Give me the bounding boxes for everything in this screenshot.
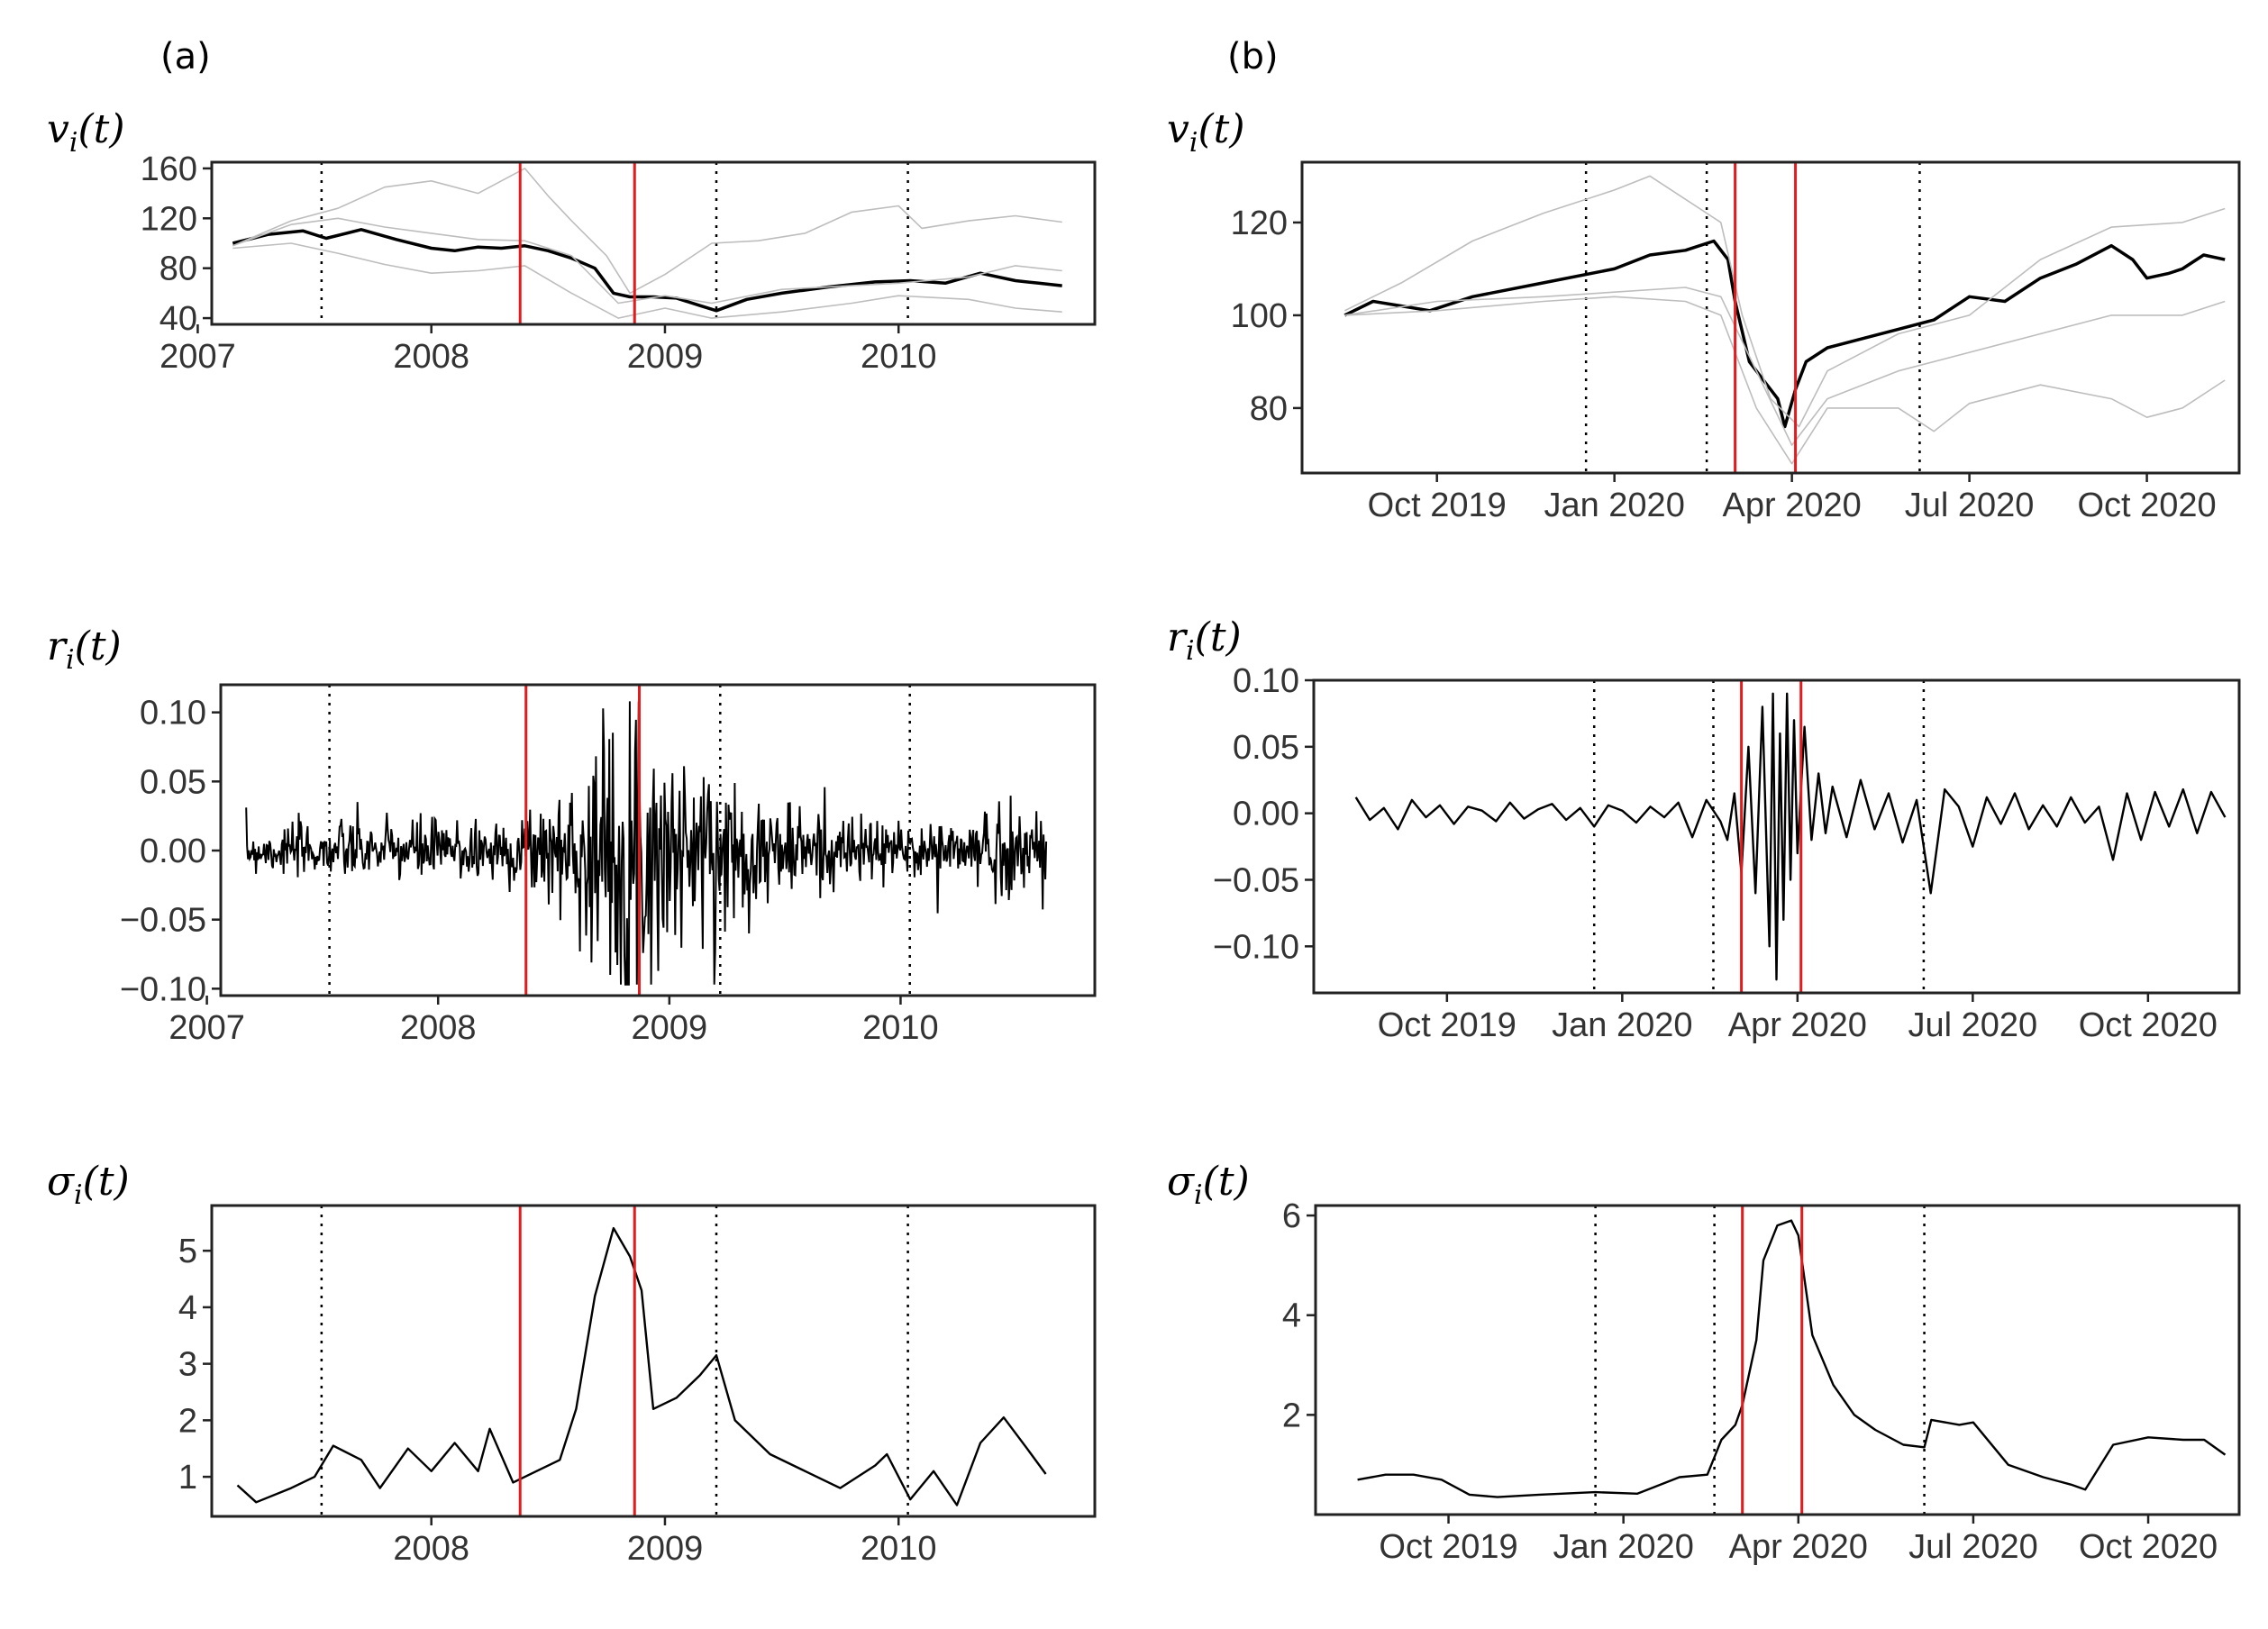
y-tick-label-1: 80: [159, 250, 197, 288]
x-tick-label-2: 2009: [627, 338, 704, 376]
chart-b-r: −0.10 −0.05 0.00 0.05 0.10 Oct 2019 Jan 2020 Ap…: [1213, 662, 2241, 1044]
x-tick-label-0: 2007: [169, 1009, 245, 1047]
ylabel-a-v: vi(t): [47, 106, 125, 159]
y-tick-label-3: 4: [178, 1289, 197, 1327]
x-tick-label-1: Jan 2020: [1544, 487, 1684, 524]
x-tick-label-4: Oct 2020: [2079, 1528, 2218, 1566]
chart-a-r: −0.10 −0.05 0.00 0.05 0.10 2007 2008 2009 2010: [120, 683, 1097, 1047]
ylabel-a-r: ri(t): [47, 623, 122, 676]
series-focal: [1343, 239, 2226, 429]
y-tick-label-2: 120: [141, 200, 197, 238]
x-tick-label-4: Oct 2020: [2077, 487, 2216, 524]
x-tick-label-2: Apr 2020: [1729, 1528, 1868, 1566]
x-tick-label-1: 2008: [400, 1009, 477, 1047]
series-focal: [236, 1226, 1047, 1506]
x-tick-label-2: Apr 2020: [1723, 487, 1862, 524]
ylabel-a-s: σi(t): [47, 1159, 130, 1211]
chart-a-v: 40 80 120 160 2007 2008 2009 2010: [141, 150, 1097, 376]
plot-frame: [1314, 1204, 2241, 1516]
x-tick-label-3: 2010: [862, 1009, 939, 1047]
series-focal: [1354, 692, 2227, 981]
chart-b-s: 2 4 6 Oct 2019 Jan 2020 Apr 2020 Jul 2020 Oct 2…: [1282, 1197, 2241, 1566]
x-tick-label-0: 2007: [159, 338, 236, 376]
chart-a-s: 1 2 3 4 5 2008 2009 2010: [178, 1204, 1097, 1568]
series-peer-high: [232, 168, 1062, 295]
plot-frame: [1312, 678, 2241, 995]
y-tick-label-2: 3: [178, 1346, 197, 1384]
x-tick-label-2: 2009: [632, 1009, 708, 1047]
y-tick-label-1: −0.05: [120, 902, 206, 940]
x-tick-label-4: Oct 2020: [2079, 1006, 2218, 1044]
y-tick-label-3: 0.05: [1233, 729, 1299, 767]
ylabel-b-s: σi(t): [1167, 1159, 1250, 1211]
y-tick-label-2: 6: [1282, 1197, 1301, 1235]
x-tick-label-3: 2010: [861, 338, 937, 376]
ylabel-b-r: ri(t): [1167, 614, 1242, 667]
x-tick-label-0: Oct 2019: [1368, 487, 1507, 524]
plot-frame: [219, 683, 1097, 997]
y-tick-label-1: −0.05: [1213, 861, 1299, 899]
series-focal: [1357, 1219, 2227, 1498]
series-peer-low: [232, 242, 1062, 319]
y-tick-label-0: 1: [178, 1459, 197, 1497]
x-tick-label-1: Jan 2020: [1553, 1528, 1693, 1566]
y-tick-label-1: 4: [1282, 1297, 1301, 1335]
y-tick-label-2: 0.00: [140, 833, 206, 870]
y-tick-label-0: −0.10: [120, 970, 206, 1008]
y-tick-label-3: 0.05: [140, 763, 206, 801]
series-peer-high: [1343, 175, 2226, 428]
series-peer-low: [1344, 296, 2226, 465]
x-tick-label-0: Oct 2019: [1379, 1528, 1517, 1566]
x-tick-label-0: 2008: [393, 1530, 469, 1568]
x-tick-label-3: Jul 2020: [1908, 1528, 2038, 1566]
x-tick-label-2: Apr 2020: [1728, 1006, 1867, 1044]
y-tick-label-2: 0.00: [1233, 796, 1299, 833]
y-tick-label-2: 120: [1231, 205, 1288, 242]
y-tick-label-4: 5: [178, 1233, 197, 1270]
x-tick-label-3: Jul 2020: [1908, 1006, 2038, 1044]
x-tick-label-1: Jan 2020: [1552, 1006, 1692, 1044]
series-peer-mid: [1344, 287, 2226, 446]
series-focal: [245, 701, 1048, 986]
y-tick-label-3: 160: [141, 150, 197, 188]
ylabel-b-v: vi(t): [1167, 106, 1245, 159]
y-tick-label-0: 2: [1282, 1397, 1301, 1434]
panel-a-label: (a): [160, 36, 211, 77]
panel-b-label: (b): [1227, 36, 1279, 77]
y-tick-label-1: 2: [178, 1402, 197, 1440]
y-tick-label-0: 80: [1250, 390, 1288, 428]
x-tick-label-2: 2010: [861, 1530, 937, 1568]
chart-b-v: 80 100 120 Oct 2019 Jan 2020 Apr 2020 Jul 2020…: [1231, 160, 2241, 524]
x-tick-label-0: Oct 2019: [1378, 1006, 1517, 1044]
y-tick-label-0: −0.10: [1213, 928, 1299, 966]
y-tick-label-4: 0.10: [140, 695, 206, 733]
plot-frame: [210, 160, 1097, 326]
plot-frame: [1300, 160, 2241, 475]
y-tick-label-0: 40: [159, 300, 197, 338]
x-tick-label-1: 2009: [627, 1530, 704, 1568]
y-tick-label-1: 100: [1231, 297, 1288, 335]
y-tick-label-4: 0.10: [1233, 662, 1299, 700]
series-peer-mid: [232, 217, 1062, 305]
x-tick-label-3: Jul 2020: [1905, 487, 2035, 524]
x-tick-label-1: 2008: [393, 338, 469, 376]
plot-frame: [210, 1204, 1097, 1518]
